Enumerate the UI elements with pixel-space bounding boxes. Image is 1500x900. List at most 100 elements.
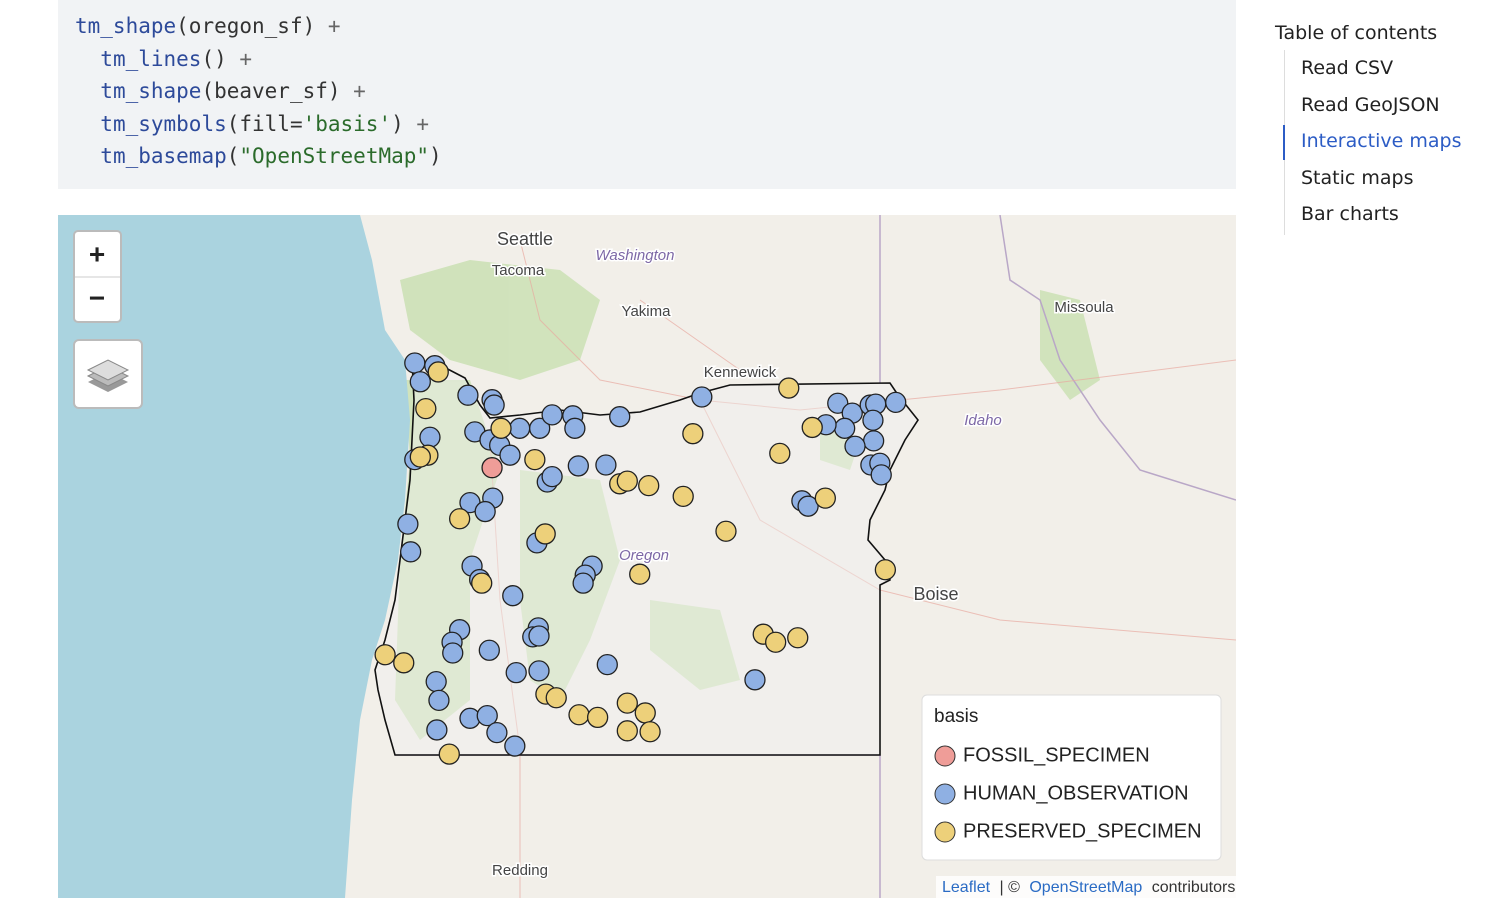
occurrence-point[interactable]: [509, 417, 531, 439]
code-line: tm_basemap("OpenStreetMap"): [100, 144, 442, 168]
occurrence-point[interactable]: [505, 662, 527, 684]
occurrence-point[interactable]: [691, 386, 713, 408]
toc-item[interactable]: Bar charts: [1301, 203, 1399, 225]
leaflet-link[interactable]: Leaflet: [942, 879, 991, 896]
legend-box: [921, 694, 1222, 861]
occurrence-point[interactable]: [541, 466, 563, 488]
occurrence-point[interactable]: [483, 394, 505, 416]
occurrence-point[interactable]: [427, 361, 449, 383]
attribution-tail: contributors: [1152, 879, 1236, 896]
occurrence-point[interactable]: [629, 563, 651, 585]
place-label: Redding: [492, 862, 548, 879]
occurrence-point[interactable]: [504, 735, 526, 757]
occurrence-point[interactable]: [524, 448, 546, 471]
ocean: [58, 215, 410, 898]
occurrence-point[interactable]: [870, 464, 892, 486]
occurrence-point[interactable]: [567, 455, 589, 477]
occurrence-point[interactable]: [529, 417, 551, 439]
occurrence-point[interactable]: [609, 406, 631, 428]
occurrence-point[interactable]: [457, 384, 479, 406]
occurrence-point[interactable]: [442, 642, 464, 664]
occurrence-point[interactable]: [638, 474, 660, 497]
place-label: Oregon: [619, 547, 669, 564]
occurrence-point[interactable]: [474, 500, 496, 523]
toc-item[interactable]: Static maps: [1301, 166, 1414, 189]
occurrence-point[interactable]: [715, 520, 737, 542]
occurrence-point[interactable]: [499, 444, 521, 466]
occurrence-point[interactable]: [844, 435, 866, 457]
occurrence-point[interactable]: [428, 689, 450, 712]
occurrence-point[interactable]: [534, 523, 556, 545]
occurrence-point[interactable]: [448, 508, 471, 530]
occurrence-point[interactable]: [595, 454, 617, 476]
occurrence-point[interactable]: [426, 719, 448, 741]
map[interactable]: Seattle Tacoma Washington Yakima Kennewick Mi…: [58, 215, 1236, 898]
occurrence-point[interactable]: [404, 352, 426, 374]
occurrence-point[interactable]: [744, 669, 766, 691]
occurrence-point[interactable]: [409, 446, 431, 468]
occurrence-point[interactable]: [471, 572, 493, 594]
place-label: Kennewick: [704, 364, 777, 381]
occurrence-point[interactable]: [528, 660, 550, 682]
occurrence-point[interactable]: [528, 625, 550, 647]
occurrence-point[interactable]: [399, 541, 422, 563]
place-label: Idaho: [964, 412, 1002, 429]
occurrence-point[interactable]: [572, 572, 594, 594]
occurrence-point[interactable]: [827, 392, 849, 414]
place-label: Tacoma: [492, 262, 545, 279]
occurrence-point[interactable]: [409, 371, 431, 393]
toc-item[interactable]: Read GeoJSON: [1301, 93, 1440, 116]
occurrence-point[interactable]: [885, 391, 907, 414]
occurrence-point[interactable]: [397, 513, 419, 535]
occurrence-point[interactable]: [769, 442, 791, 465]
occurrence-point[interactable]: [586, 706, 609, 729]
occurrence-point[interactable]: [545, 687, 567, 709]
osm-link[interactable]: OpenStreetMap: [1029, 879, 1142, 896]
code-line: tm_shape(oregon_sf) +: [75, 14, 341, 38]
occurrence-point[interactable]: [862, 430, 885, 452]
occurrence-point[interactable]: [541, 404, 563, 426]
occurrence-point[interactable]: [672, 485, 694, 507]
occurrence-point[interactable]: [476, 704, 498, 727]
occurrence-point[interactable]: [393, 652, 415, 674]
occurrence-point[interactable]: [634, 702, 656, 724]
occurrence-point[interactable]: [874, 559, 897, 581]
occurrence-point[interactable]: [834, 417, 856, 439]
layers-control[interactable]: [73, 339, 143, 409]
occurrence-point[interactable]: [616, 692, 638, 714]
occurrence-point[interactable]: [502, 585, 524, 607]
legend-swatch: [934, 745, 956, 767]
occurrence-point[interactable]: [486, 721, 508, 744]
occurrence-point[interactable]: [425, 670, 447, 693]
occurrence-point[interactable]: [415, 397, 437, 420]
occurrence-point[interactable]: [478, 639, 500, 661]
occurrence-point[interactable]: [564, 417, 586, 439]
occurrence-point[interactable]: [797, 495, 819, 517]
occurrence-point[interactable]: [596, 653, 618, 676]
occurrence-point[interactable]: [616, 470, 638, 492]
occurrence-point[interactable]: [639, 721, 661, 743]
occurrence-point[interactable]: [765, 631, 787, 653]
toc-title: Table of contents: [1275, 22, 1438, 44]
zoom-in[interactable]: +: [89, 238, 105, 269]
occurrence-point[interactable]: [481, 457, 503, 479]
legend: basis FOSSIL_SPECIMEN HUMAN_OBSERVATION PR…: [921, 694, 1222, 861]
table-of-contents: Table of contents Read CSV Read GeoJSON In…: [1275, 0, 1500, 260]
occurrence-point[interactable]: [814, 487, 836, 509]
occurrence-point[interactable]: [438, 743, 460, 765]
zoom-out[interactable]: −: [89, 282, 105, 313]
occurrence-point[interactable]: [419, 426, 441, 448]
occurrence-point[interactable]: [568, 704, 590, 726]
occurrence-point[interactable]: [862, 409, 884, 431]
occurrence-point[interactable]: [801, 416, 823, 439]
occurrence-point[interactable]: [374, 644, 396, 666]
occurrence-point[interactable]: [682, 423, 704, 445]
toc-item[interactable]: Read CSV: [1301, 57, 1394, 79]
occurrence-point[interactable]: [490, 417, 512, 439]
toc-item[interactable]: Interactive maps: [1301, 130, 1462, 152]
attribution-bg: [936, 876, 1236, 898]
occurrence-point[interactable]: [616, 720, 638, 742]
legend-label: PRESERVED_SPECIMEN: [963, 820, 1202, 842]
occurrence-point[interactable]: [778, 377, 800, 399]
occurrence-point[interactable]: [787, 627, 809, 649]
